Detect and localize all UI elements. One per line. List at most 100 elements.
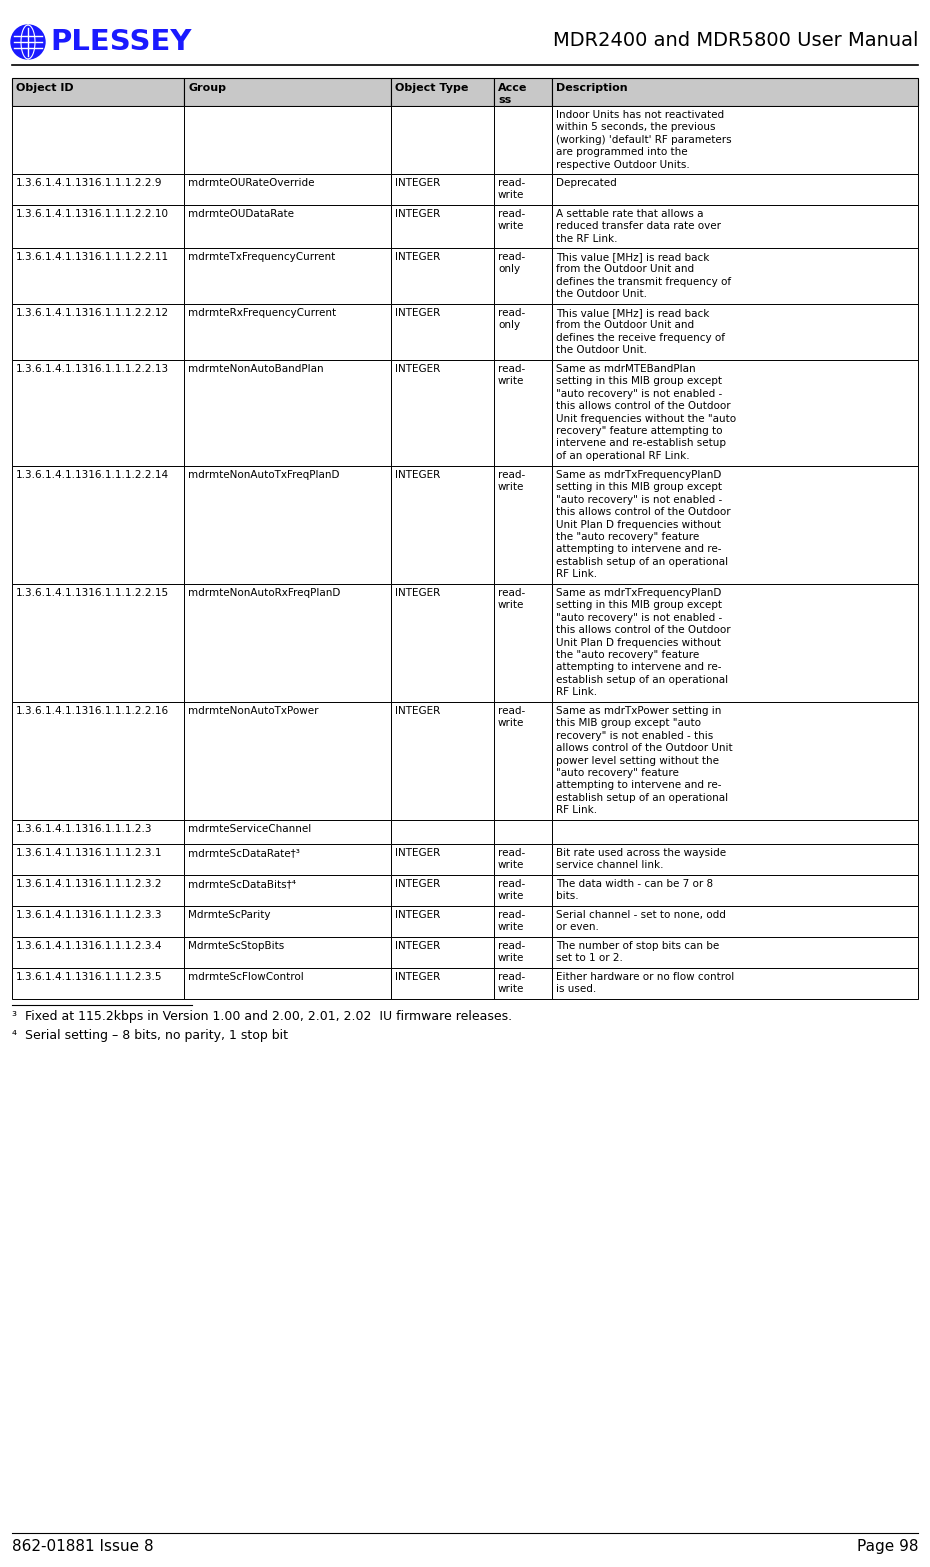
- Bar: [12, 584, 184, 702]
- Bar: [494, 465, 552, 584]
- Bar: [12, 845, 184, 874]
- Text: mdrmteNonAutoTxFreqPlanD: mdrmteNonAutoTxFreqPlanD: [188, 470, 339, 480]
- Text: Object ID: Object ID: [16, 83, 73, 92]
- Bar: [552, 845, 918, 874]
- Bar: [552, 906, 918, 937]
- Bar: [184, 702, 391, 820]
- Text: ⁴  Serial setting – 8 bits, no parity, 1 stop bit: ⁴ Serial setting – 8 bits, no parity, 1 …: [12, 1030, 288, 1042]
- Bar: [184, 937, 391, 968]
- Bar: [552, 820, 918, 845]
- Text: read-
write: read- write: [498, 942, 525, 964]
- Text: read-
write: read- write: [498, 364, 525, 387]
- Text: Object Type: Object Type: [395, 83, 469, 92]
- Bar: [184, 465, 391, 584]
- Bar: [184, 845, 391, 874]
- Bar: [494, 874, 552, 906]
- Text: PLESSEY: PLESSEY: [50, 28, 192, 56]
- Bar: [391, 874, 494, 906]
- Text: INTEGER: INTEGER: [395, 972, 440, 983]
- Bar: [391, 937, 494, 968]
- Bar: [184, 360, 391, 465]
- Bar: [552, 874, 918, 906]
- Bar: [12, 205, 184, 248]
- Bar: [494, 702, 552, 820]
- Text: INTEGER: INTEGER: [395, 208, 440, 219]
- Bar: [391, 968, 494, 1000]
- Bar: [12, 107, 184, 174]
- Bar: [12, 465, 184, 584]
- Text: A settable rate that allows a
reduced transfer data rate over
the RF Link.: A settable rate that allows a reduced tr…: [556, 208, 721, 244]
- Text: mdrmteServiceChannel: mdrmteServiceChannel: [188, 824, 312, 834]
- Bar: [494, 78, 552, 107]
- Text: 1.3.6.1.4.1.1316.1.1.1.2.3.4: 1.3.6.1.4.1.1316.1.1.1.2.3.4: [16, 942, 163, 951]
- Text: 1.3.6.1.4.1.1316.1.1.1.2.2.11: 1.3.6.1.4.1.1316.1.1.1.2.2.11: [16, 252, 169, 262]
- Text: Same as mdrTxFrequencyPlanD
setting in this MIB group except
"auto recovery" is : Same as mdrTxFrequencyPlanD setting in t…: [556, 588, 731, 697]
- Text: Deprecated: Deprecated: [556, 179, 617, 188]
- Bar: [494, 174, 552, 205]
- Text: mdrmteOURateOverride: mdrmteOURateOverride: [188, 179, 314, 188]
- Text: mdrmteScFlowControl: mdrmteScFlowControl: [188, 972, 304, 983]
- Bar: [184, 874, 391, 906]
- Text: 1.3.6.1.4.1.1316.1.1.1.2.2.15: 1.3.6.1.4.1.1316.1.1.1.2.2.15: [16, 588, 169, 599]
- Text: 1.3.6.1.4.1.1316.1.1.1.2.2.14: 1.3.6.1.4.1.1316.1.1.1.2.2.14: [16, 470, 169, 480]
- Text: read-
write: read- write: [498, 208, 525, 232]
- Bar: [12, 874, 184, 906]
- Bar: [552, 205, 918, 248]
- Text: Bit rate used across the wayside
service channel link.: Bit rate used across the wayside service…: [556, 848, 726, 870]
- Text: 1.3.6.1.4.1.1316.1.1.1.2.2.12: 1.3.6.1.4.1.1316.1.1.1.2.2.12: [16, 309, 169, 318]
- Bar: [552, 968, 918, 1000]
- Bar: [494, 360, 552, 465]
- Bar: [184, 820, 391, 845]
- Bar: [391, 465, 494, 584]
- Text: INTEGER: INTEGER: [395, 309, 440, 318]
- Bar: [12, 906, 184, 937]
- Bar: [12, 174, 184, 205]
- Bar: [12, 968, 184, 1000]
- Text: INTEGER: INTEGER: [395, 879, 440, 888]
- Bar: [184, 304, 391, 360]
- Text: 1.3.6.1.4.1.1316.1.1.1.2.3: 1.3.6.1.4.1.1316.1.1.1.2.3: [16, 824, 153, 834]
- Bar: [391, 360, 494, 465]
- Text: Description: Description: [556, 83, 628, 92]
- Bar: [184, 584, 391, 702]
- Text: INTEGER: INTEGER: [395, 848, 440, 859]
- Text: read-
write: read- write: [498, 910, 525, 932]
- Bar: [494, 304, 552, 360]
- Bar: [494, 820, 552, 845]
- Bar: [494, 906, 552, 937]
- Text: mdrmteNonAutoRxFreqPlanD: mdrmteNonAutoRxFreqPlanD: [188, 588, 340, 599]
- Text: 1.3.6.1.4.1.1316.1.1.1.2.3.1: 1.3.6.1.4.1.1316.1.1.1.2.3.1: [16, 848, 163, 859]
- Text: The data width - can be 7 or 8
bits.: The data width - can be 7 or 8 bits.: [556, 879, 713, 901]
- Bar: [184, 906, 391, 937]
- Text: INTEGER: INTEGER: [395, 910, 440, 920]
- Text: read-
write: read- write: [498, 972, 525, 995]
- Text: 862-01881 Issue 8: 862-01881 Issue 8: [12, 1539, 153, 1554]
- Text: read-
only: read- only: [498, 309, 525, 331]
- Bar: [12, 937, 184, 968]
- Bar: [494, 937, 552, 968]
- Bar: [552, 248, 918, 304]
- Text: 1.3.6.1.4.1.1316.1.1.1.2.3.2: 1.3.6.1.4.1.1316.1.1.1.2.3.2: [16, 879, 163, 888]
- Bar: [184, 248, 391, 304]
- Text: read-
write: read- write: [498, 848, 525, 870]
- Text: mdrmteNonAutoTxPower: mdrmteNonAutoTxPower: [188, 707, 318, 716]
- Bar: [12, 702, 184, 820]
- Text: 1.3.6.1.4.1.1316.1.1.1.2.2.16: 1.3.6.1.4.1.1316.1.1.1.2.2.16: [16, 707, 169, 716]
- Text: read-
write: read- write: [498, 179, 525, 201]
- Bar: [12, 304, 184, 360]
- Text: read-
write: read- write: [498, 879, 525, 901]
- Text: MdrmteScParity: MdrmteScParity: [188, 910, 271, 920]
- Text: Serial channel - set to none, odd
or even.: Serial channel - set to none, odd or eve…: [556, 910, 726, 932]
- Bar: [184, 968, 391, 1000]
- Bar: [12, 248, 184, 304]
- Text: INTEGER: INTEGER: [395, 588, 440, 599]
- Text: INTEGER: INTEGER: [395, 179, 440, 188]
- Bar: [552, 360, 918, 465]
- Text: 1.3.6.1.4.1.1316.1.1.1.2.2.9: 1.3.6.1.4.1.1316.1.1.1.2.2.9: [16, 179, 163, 188]
- Bar: [391, 248, 494, 304]
- Text: mdrmteScDataRate†³: mdrmteScDataRate†³: [188, 848, 299, 859]
- Bar: [494, 107, 552, 174]
- Bar: [12, 820, 184, 845]
- Text: read-
write: read- write: [498, 707, 525, 729]
- Text: mdrmteOUDataRate: mdrmteOUDataRate: [188, 208, 294, 219]
